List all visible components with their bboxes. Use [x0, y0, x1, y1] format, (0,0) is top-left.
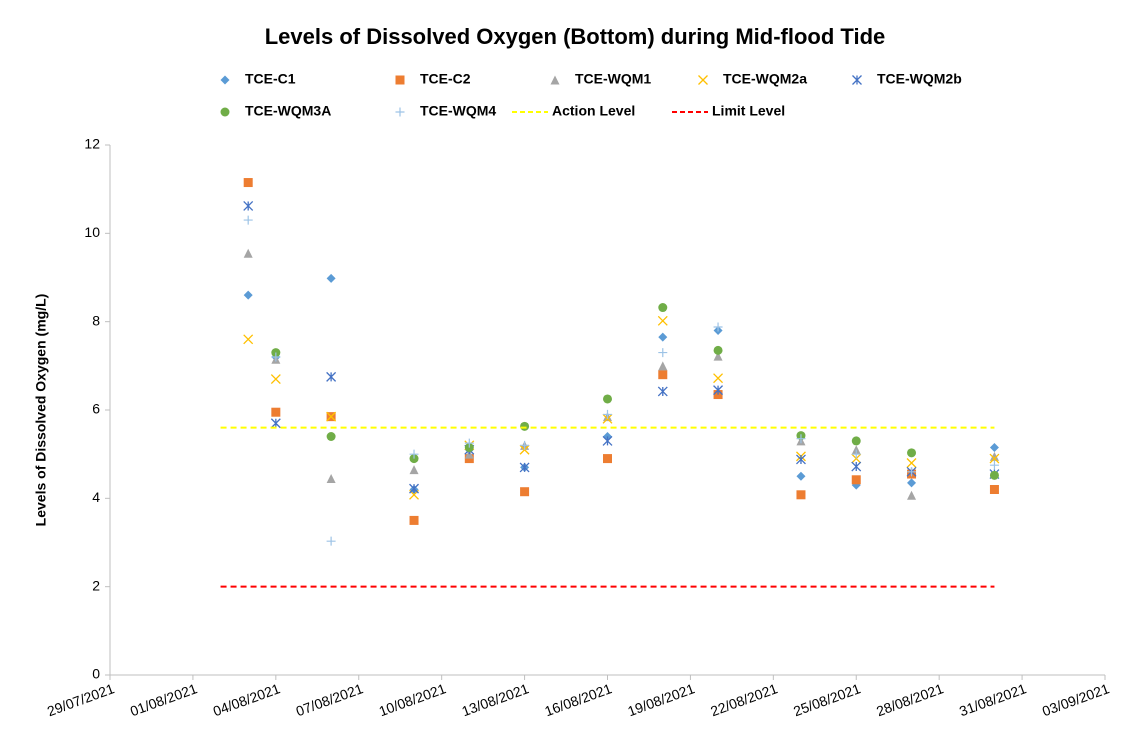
y-tick-label: 8: [92, 312, 100, 328]
data-point: [326, 432, 336, 441]
y-axis-title: Levels of Dissolved Oxygen (mg/L): [33, 294, 49, 527]
data-point: [907, 467, 917, 477]
data-point: [243, 178, 253, 188]
data-point: [243, 290, 253, 300]
data-point: [657, 315, 668, 326]
data-point: [271, 407, 281, 417]
data-point: [796, 490, 806, 500]
data-point: [409, 449, 419, 459]
legend-marker: [698, 75, 708, 85]
data-point: [520, 440, 530, 450]
data-point: [602, 435, 613, 446]
data-point: [464, 438, 474, 448]
data-point: [989, 460, 999, 470]
data-point: [989, 451, 999, 461]
data-point: [989, 485, 999, 494]
legend-label: TCE-WQM1: [575, 71, 651, 87]
data-point: [989, 453, 1000, 464]
y-tick-label: 12: [84, 136, 100, 152]
data-point: [657, 386, 668, 397]
data-point: [658, 361, 668, 371]
data-point: [270, 418, 281, 429]
data-point: [409, 465, 419, 475]
legend-label: TCE-WQM2b: [877, 71, 962, 87]
data-point: [243, 200, 254, 211]
data-point: [519, 462, 530, 473]
data-point: [796, 471, 806, 481]
legend-marker: [220, 107, 230, 117]
data-point: [989, 443, 999, 453]
legend-label: TCE-WQM4: [420, 103, 496, 119]
y-tick-label: 4: [92, 489, 100, 505]
legend-label: TCE-WQM2a: [723, 71, 807, 87]
data-point: [713, 345, 723, 355]
data-point: [326, 411, 337, 422]
y-tick-label: 0: [92, 666, 100, 682]
legend-label: Limit Level: [712, 103, 785, 119]
legend-marker: [220, 75, 230, 85]
data-point: [658, 332, 668, 342]
data-point: [603, 394, 612, 404]
data-point: [796, 454, 806, 465]
data-point: [409, 483, 419, 494]
y-tick-label: 2: [92, 577, 100, 593]
data-point: [326, 536, 336, 546]
data-point: [658, 303, 668, 313]
data-point: [713, 373, 724, 384]
legend-label: TCE-C1: [245, 71, 296, 87]
legend-marker: [395, 75, 405, 85]
legend-marker: [550, 75, 560, 85]
data-point: [906, 458, 917, 468]
legend-marker: [395, 107, 405, 117]
data-point: [271, 352, 281, 362]
data-point: [243, 215, 253, 225]
data-point: [796, 434, 806, 444]
data-point: [326, 273, 336, 283]
data-point: [520, 421, 530, 431]
data-point: [243, 248, 253, 258]
legend-label: TCE-WQM3A: [245, 103, 331, 119]
data-point: [713, 322, 723, 332]
data-point: [270, 374, 281, 385]
data-point: [520, 487, 530, 497]
data-point: [409, 515, 419, 525]
data-point: [907, 448, 917, 458]
data-point: [658, 370, 668, 380]
data-point: [851, 461, 862, 472]
legend-label: Action Level: [552, 103, 635, 119]
data-point: [907, 490, 917, 500]
data-point: [603, 409, 612, 419]
data-point: [851, 436, 861, 446]
chart-title: Levels of Dissolved Oxygen (Bottom) duri…: [265, 24, 886, 49]
y-tick-label: 6: [92, 401, 100, 417]
data-point: [326, 473, 336, 483]
legend-marker: [852, 75, 862, 85]
data-point: [851, 449, 861, 459]
data-point: [713, 351, 723, 361]
legend-label: TCE-C2: [420, 71, 471, 87]
data-point: [713, 385, 724, 396]
data-point: [326, 371, 337, 382]
data-point: [907, 478, 917, 488]
data-point: [851, 475, 861, 485]
data-point: [603, 454, 612, 464]
y-tick-label: 10: [84, 224, 100, 240]
data-point: [989, 470, 999, 480]
data-point: [243, 334, 254, 345]
data-point: [658, 348, 668, 358]
